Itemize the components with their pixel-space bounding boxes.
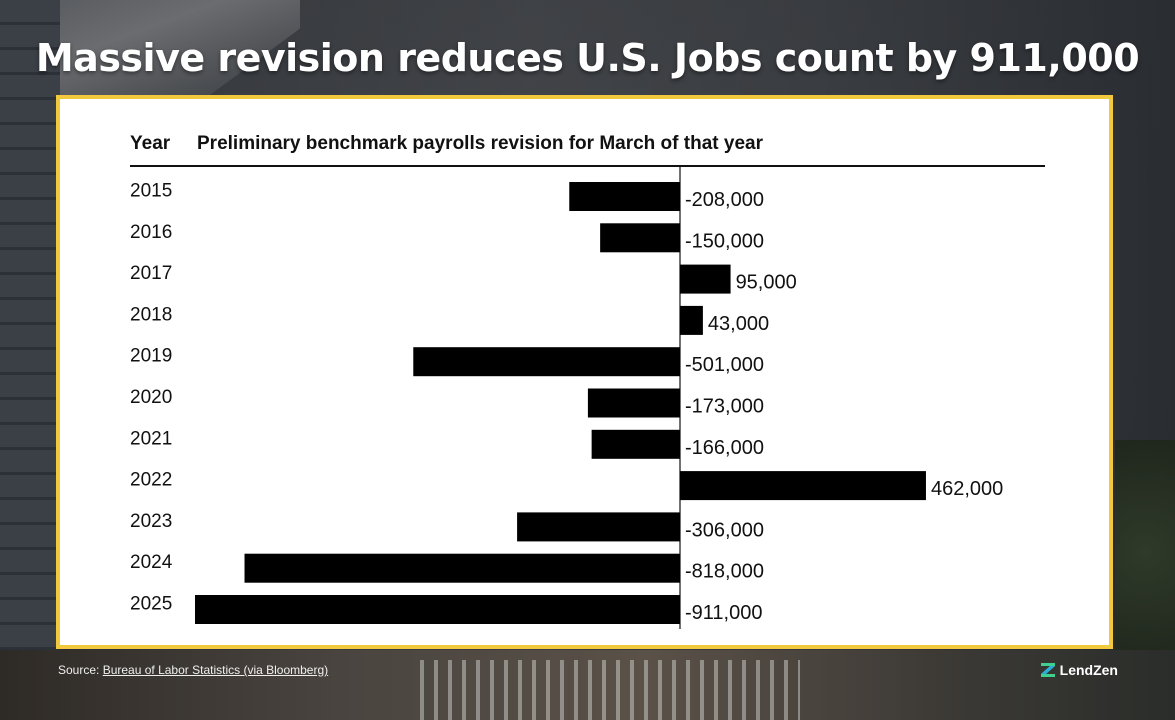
value-label: -150,000 [685, 230, 764, 252]
value-label: 462,000 [931, 478, 1003, 500]
bar-2017 [680, 264, 731, 294]
bar-2023 [517, 512, 680, 542]
year-label: 2021 [130, 428, 172, 449]
value-label: -911,000 [685, 602, 762, 624]
year-label: 2016 [130, 222, 172, 243]
value-label: 43,000 [708, 313, 769, 335]
year-label: 2022 [130, 470, 172, 491]
bar-chart: Year Preliminary benchmark payrolls revi… [130, 133, 1045, 629]
bar-2022 [680, 471, 926, 501]
value-label: -166,000 [685, 437, 764, 459]
bar-2015 [569, 182, 680, 211]
bar-2021 [591, 429, 680, 459]
year-column-header: Year [130, 133, 171, 154]
chart-card: Year Preliminary benchmark payrolls revi… [56, 95, 1113, 649]
value-label: -208,000 [685, 189, 764, 211]
chart-rows: 2015 -208,000 2016 -150,000 2017 95,000 2018 43… [130, 181, 1003, 624]
source-link[interactable]: Bureau of Labor Statistics (via Bloomber… [102, 663, 329, 677]
value-label: -306,000 [685, 519, 764, 541]
year-label: 2017 [130, 263, 172, 284]
brand-logo: LendZen [1040, 662, 1118, 678]
page-title: Massive revision reduces U.S. Jobs count… [35, 36, 1140, 80]
source-note: Source: Bureau of Labor Statistics (via … [58, 663, 328, 677]
bar-2020 [587, 388, 680, 418]
year-label: 2019 [130, 346, 172, 367]
value-label: -173,000 [685, 396, 764, 418]
bar-2025 [195, 595, 680, 624]
value-label: 95,000 [736, 272, 797, 294]
brand-name: LendZen [1059, 662, 1118, 678]
bar-2019 [413, 347, 680, 377]
year-label: 2015 [130, 181, 172, 202]
lendzen-logo-icon [1040, 662, 1056, 678]
year-label: 2018 [130, 304, 172, 325]
year-label: 2024 [130, 552, 173, 573]
year-label: 2025 [130, 594, 172, 615]
background-house-siding [0, 0, 60, 720]
value-label: -818,000 [685, 561, 764, 583]
year-label: 2020 [130, 387, 172, 408]
value-label: -501,000 [685, 354, 764, 376]
bar-2018 [680, 305, 703, 335]
background-fence [420, 660, 800, 720]
chart-title: Preliminary benchmark payrolls revision … [197, 133, 764, 154]
source-prefix: Source: [58, 663, 103, 677]
bar-2016 [600, 223, 680, 253]
bar-2024 [244, 553, 680, 583]
year-label: 2023 [130, 511, 172, 532]
